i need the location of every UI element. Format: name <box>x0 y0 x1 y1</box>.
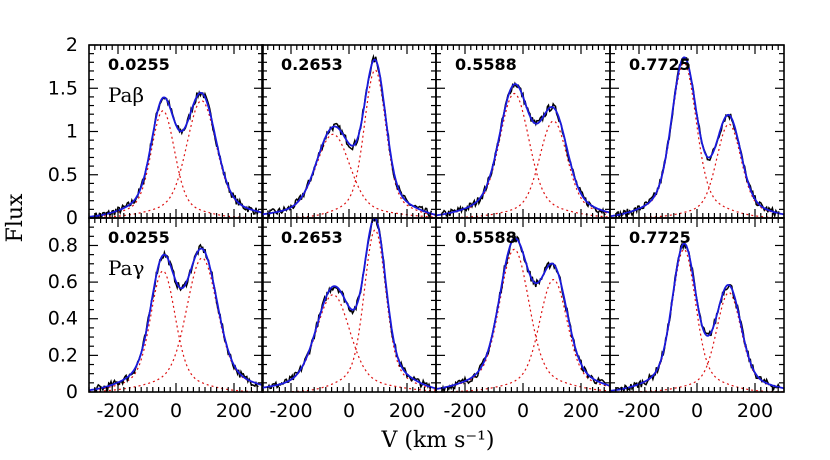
panel-bottom-1 <box>89 243 263 392</box>
component-gaussian-1 <box>610 248 784 392</box>
y-tick-label: 0 <box>66 207 78 229</box>
phase-label: 0.0255 <box>108 228 170 247</box>
component-gaussian-2 <box>262 69 436 218</box>
total-fit-curve <box>610 56 784 218</box>
total-fit-curve <box>436 83 610 217</box>
x-tick-label: 0 <box>343 400 355 422</box>
component-gaussian-2 <box>89 99 263 218</box>
y-tick-label: 0.4 <box>48 308 78 330</box>
observed-spectrum <box>441 81 606 217</box>
panel-grid: 0.0255 Paβ 0 0.5 1 1.5 2 0.2653 0.5588 0.7725 0.02… <box>48 34 785 422</box>
total-fit-curve <box>89 91 263 218</box>
phase-label: 0.5588 <box>455 228 517 247</box>
total-fit-curve <box>89 247 263 392</box>
x-tick-label: -200 <box>96 400 139 422</box>
phase-label: 0.0255 <box>108 55 170 74</box>
phase-label: 0.2653 <box>281 228 343 247</box>
x-tick-label: -200 <box>617 400 660 422</box>
x-tick-label: 0 <box>691 400 703 422</box>
observed-spectrum <box>94 89 260 218</box>
phase-label: 0.7725 <box>629 55 691 74</box>
phase-label: 0.5588 <box>455 55 517 74</box>
observed-spectrum <box>267 53 433 218</box>
total-fit-curve <box>262 58 436 216</box>
x-tick-label: 0 <box>517 400 529 422</box>
component-gaussian-2 <box>262 229 436 392</box>
x-tick-label: 200 <box>216 400 252 422</box>
y-tick-label: 2 <box>66 34 78 56</box>
panel-top-1 <box>89 89 263 218</box>
total-fit-curve <box>610 242 784 392</box>
line-label: Paγ <box>108 256 144 280</box>
component-gaussian-2 <box>436 278 610 392</box>
observed-spectrum <box>615 56 780 218</box>
panel-bottom-2 <box>262 218 436 392</box>
phase-label: 0.2653 <box>281 55 343 74</box>
panel-top-4 <box>610 56 784 218</box>
y-tick-label: 0.2 <box>48 344 78 366</box>
x-tick-label: 0 <box>170 400 182 422</box>
x-tick-label: 200 <box>389 400 425 422</box>
panel-bottom-4 <box>610 242 784 392</box>
observed-spectrum <box>615 242 781 392</box>
total-fit-curve <box>436 237 610 390</box>
y-tick-label: 0 <box>66 381 78 403</box>
y-tick-label: 1 <box>66 121 78 143</box>
x-tick-label: 200 <box>737 400 773 422</box>
observed-spectrum <box>267 218 432 390</box>
component-gaussian-2 <box>436 120 610 218</box>
x-tick-label: -200 <box>269 400 312 422</box>
phase-label: 0.7725 <box>629 228 691 247</box>
component-gaussian-2 <box>610 123 784 218</box>
x-tick-label: -200 <box>443 400 486 422</box>
panel-bottom-3 <box>436 235 610 392</box>
panel-top-3 <box>436 81 610 218</box>
y-tick-label: 0.6 <box>48 271 78 293</box>
total-fit-curve <box>262 218 436 390</box>
panel-top-2 <box>262 53 436 218</box>
y-tick-label: 1.5 <box>48 77 78 99</box>
x-tick-label: 200 <box>563 400 599 422</box>
y-tick-label: 0.5 <box>48 164 78 186</box>
line-label: Paβ <box>108 83 144 107</box>
y-axis-title: Flux <box>3 193 28 242</box>
y-tick-label: 0.8 <box>48 234 78 256</box>
component-gaussian-1 <box>610 62 784 218</box>
x-axis-title: V (km s⁻¹) <box>381 428 495 453</box>
